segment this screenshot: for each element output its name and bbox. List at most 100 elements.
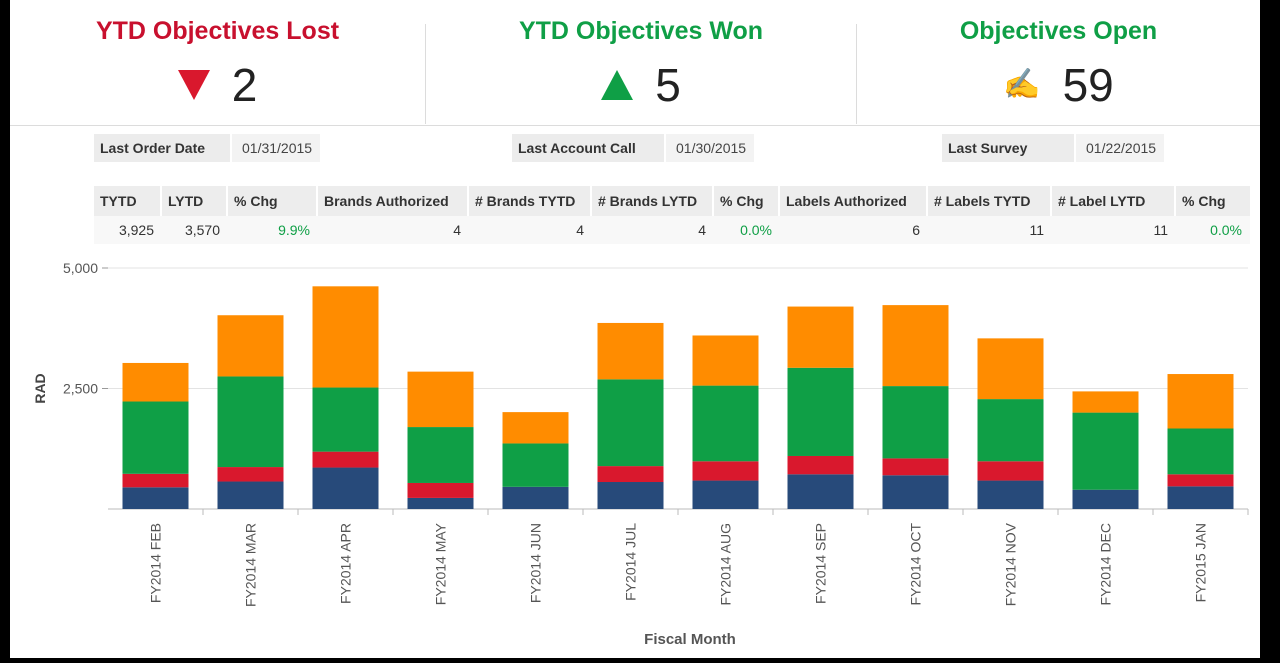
bar-segment-orange	[597, 322, 664, 380]
bar-segment-orange	[502, 412, 569, 444]
divider	[856, 24, 857, 124]
bar-segment-green	[217, 376, 284, 468]
y-axis-title: RAD	[32, 373, 48, 403]
x-tick-label: FY2014 APR	[338, 523, 354, 604]
kpi-row: YTD Objectives Lost 2 YTD Objectives Won…	[10, 0, 1260, 126]
bar-segment-red	[407, 482, 474, 498]
metrics-value-row: 3,925 3,570 9.9% 4 4 4 0.0% 6 11 11 0.0%	[94, 216, 1250, 244]
bar-segment-orange	[122, 362, 189, 402]
bar-segment-orange	[1072, 391, 1139, 413]
bar-segment-red	[312, 451, 379, 468]
col-header: Labels Authorized	[780, 186, 928, 216]
kpi-lost-value: 2	[231, 58, 258, 111]
kpi-objectives-open: Objectives Open ✍ 59	[857, 0, 1260, 126]
bar-segment-red	[597, 466, 664, 483]
down-triangle-icon	[177, 69, 210, 100]
rad-stacked-bar-chart: 2,500 5,000 FY2014 FEB FY2014 MAR FY2014 APR…	[10, 250, 1260, 658]
bar-segment-navy	[787, 474, 854, 509]
x-tick-label: FY2014 AUG	[718, 523, 734, 606]
bar-segment-green	[312, 387, 379, 452]
col-header: TYTD	[94, 186, 162, 216]
bar-segment-orange	[692, 335, 759, 386]
last-account-call: Last Account Call 01/30/2015	[512, 134, 755, 162]
bar-segment-orange	[977, 338, 1044, 400]
kpi-open-title: Objectives Open	[959, 17, 1158, 45]
bar-segment-navy	[217, 481, 284, 509]
bar-segment-navy	[407, 497, 474, 509]
x-tick-label: FY2014 JUN	[528, 523, 544, 603]
x-tick-label: FY2014 JUL	[623, 523, 639, 601]
bar-segment-green	[1072, 412, 1139, 490]
last-account-call-label: Last Account Call	[512, 134, 664, 162]
kpi-open-value: 59	[1062, 58, 1114, 111]
metric-value: 4	[576, 222, 584, 238]
x-tick-label: FY2014 NOV	[1003, 522, 1019, 606]
bar-segment-navy	[1072, 489, 1139, 509]
kpi-won-value: 5	[655, 58, 681, 111]
bar-segment-navy	[502, 486, 569, 509]
bar-segment-navy	[1167, 486, 1234, 509]
bar-segment-red	[217, 467, 284, 482]
metric-value: 0.0%	[740, 222, 772, 238]
last-survey-value: 01/22/2015	[1076, 134, 1165, 162]
bar-segment-green	[122, 401, 189, 474]
bar-segment-orange	[312, 286, 379, 388]
bar-segment-green	[882, 386, 949, 459]
col-header: % Chg	[1182, 193, 1226, 209]
kpi-objectives-won: YTD Objectives Won 5	[426, 0, 856, 126]
bar-segment-green	[1167, 428, 1234, 475]
metrics-header-row: TYTD LYTD % Chg Brands Authorized # Bran…	[94, 186, 1250, 216]
col-header: LYTD	[162, 186, 228, 216]
last-survey: Last Survey 01/22/2015	[942, 134, 1165, 162]
metrics-table: TYTD LYTD % Chg Brands Authorized # Bran…	[94, 186, 1250, 244]
col-header: # Labels TYTD	[928, 186, 1052, 216]
metric-value: 9.9%	[278, 222, 310, 238]
bar-segment-green	[692, 385, 759, 462]
bar-segment-red	[122, 473, 189, 488]
bar-segment-navy	[122, 487, 189, 509]
last-account-call-value: 01/30/2015	[666, 134, 755, 162]
last-order-date-label: Last Order Date	[94, 134, 230, 162]
writing-hand-icon: ✍	[1003, 68, 1041, 102]
last-order-date: Last Order Date 01/31/2015	[94, 134, 321, 162]
up-triangle-icon	[601, 69, 634, 100]
kpi-won-title: YTD Objectives Won	[518, 17, 764, 45]
bar-segment-red	[787, 455, 854, 475]
bar-segment-green	[407, 427, 474, 483]
bar-segment-navy	[977, 480, 1044, 509]
metric-value: 3,570	[184, 222, 220, 238]
bar-segment-navy	[882, 475, 949, 509]
bar-segment-green	[977, 399, 1044, 462]
last-survey-label: Last Survey	[942, 134, 1074, 162]
col-header: # Brands LYTD	[592, 186, 714, 216]
bar-segment-orange	[407, 371, 474, 428]
kpi-objectives-lost: YTD Objectives Lost 2	[10, 0, 425, 126]
divider	[425, 24, 426, 124]
bar-segment-navy	[692, 480, 759, 509]
col-header: % Chg	[228, 186, 318, 216]
x-tick-label: FY2014 SEP	[813, 523, 829, 604]
chart-svg: 2,500 5,000 FY2014 FEB FY2014 MAR FY2014 APR…	[32, 260, 1249, 648]
bar-segment-red	[882, 458, 949, 476]
dashboard: YTD Objectives Lost 2 YTD Objectives Won…	[10, 0, 1260, 658]
bar-segment-orange	[1167, 374, 1234, 429]
metric-value: 4	[453, 222, 461, 238]
x-tick-label: FY2014 OCT	[908, 523, 924, 606]
x-tick-label: FY2014 FEB	[148, 523, 164, 603]
col-header: % Chg	[714, 186, 780, 216]
x-axis-title: Fiscal Month	[644, 631, 736, 648]
bar-segment-orange	[882, 305, 949, 387]
col-header: # Label LYTD	[1052, 186, 1176, 216]
x-tick-label: FY2014 DEC	[1098, 523, 1114, 605]
bar-segment-red	[977, 461, 1044, 481]
kpi-lost-title: YTD Objectives Lost	[95, 17, 340, 45]
col-header: Brands Authorized	[318, 186, 469, 216]
metric-value: 4	[698, 222, 706, 238]
bar-segment-green	[787, 367, 854, 456]
metric-value: 0.0%	[1210, 222, 1242, 238]
metric-value: 3,925	[118, 222, 154, 238]
x-tick-label: FY2014 MAR	[243, 523, 259, 607]
bar-segment-navy	[597, 482, 664, 509]
bar-segment-green	[597, 379, 664, 467]
bar-segment-orange	[787, 306, 854, 368]
